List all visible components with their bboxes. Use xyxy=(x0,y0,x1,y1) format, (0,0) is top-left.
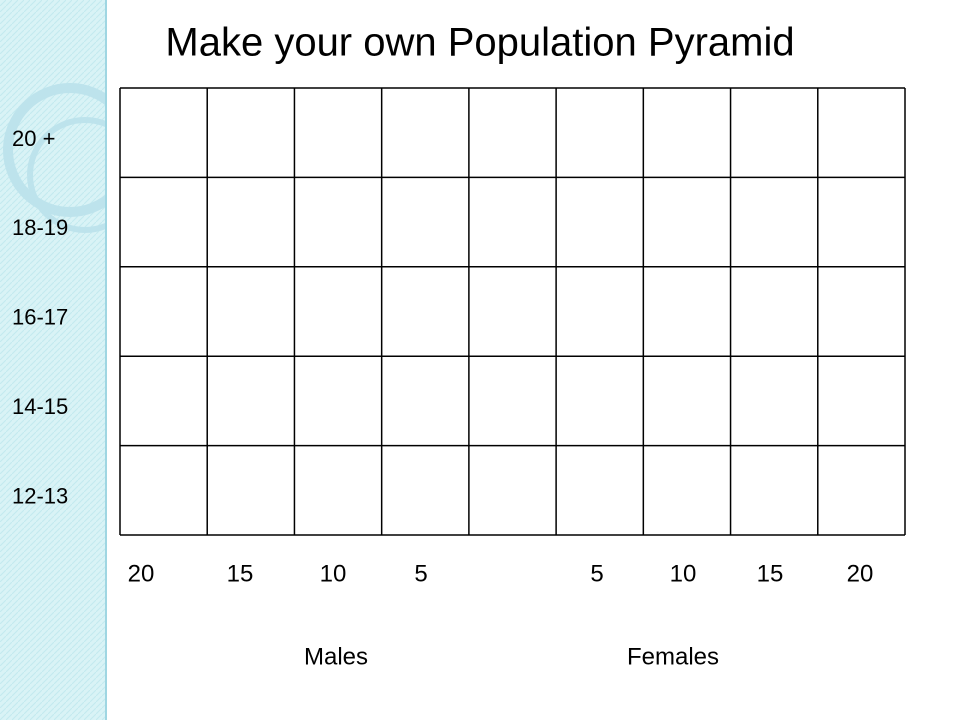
grid xyxy=(119,87,906,536)
age-label: 18-19 xyxy=(12,215,68,240)
side-band xyxy=(0,0,106,720)
x-label: 20 xyxy=(128,560,155,587)
labels: 20 + 18-19 16-17 14-15 12-13 20 15 10 5 5 10 15 20 Ma… xyxy=(12,126,873,671)
x-label: 15 xyxy=(757,560,784,587)
age-label: 12-13 xyxy=(12,483,68,508)
age-label: 14-15 xyxy=(12,394,68,419)
age-label: 20 + xyxy=(12,126,55,151)
age-label: 16-17 xyxy=(12,305,68,330)
x-label: 5 xyxy=(414,560,427,587)
x-label: 5 xyxy=(590,560,603,587)
title: Make your own Population Pyramid xyxy=(165,21,794,65)
sex-label: Females xyxy=(627,643,719,670)
x-label: 20 xyxy=(847,560,874,587)
slide-body xyxy=(106,0,960,720)
x-label: 15 xyxy=(227,560,254,587)
x-label: 10 xyxy=(670,560,697,587)
x-label: 10 xyxy=(320,560,347,587)
sex-label: Males xyxy=(304,643,368,670)
